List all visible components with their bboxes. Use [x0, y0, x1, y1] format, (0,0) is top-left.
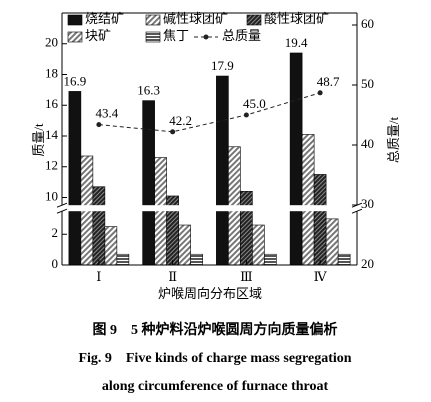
legend-label: 碱性球团矿 — [163, 11, 228, 26]
y-tick-label: 18 — [45, 65, 58, 80]
y-axis-label: 质量/t — [31, 123, 46, 157]
legend-swatch — [67, 14, 83, 26]
bar — [337, 253, 351, 266]
bar — [289, 52, 303, 266]
bar — [116, 253, 130, 266]
y-tick-label: 0 — [52, 256, 59, 271]
bar — [264, 253, 277, 266]
legend-label: 烧结矿 — [85, 11, 124, 26]
marker — [170, 129, 176, 135]
x-tick-label: Ⅱ — [168, 269, 177, 284]
bar — [252, 224, 265, 266]
marker — [96, 122, 102, 128]
data-label: 17.9 — [211, 58, 234, 73]
marker — [243, 112, 249, 118]
bar — [240, 191, 253, 266]
y-tick-label: 12 — [45, 158, 58, 173]
marker — [317, 90, 323, 96]
legend-label: 块矿 — [85, 28, 111, 43]
bar — [104, 226, 118, 266]
y2-tick-label: 30 — [361, 196, 374, 211]
y-tick-label: 20 — [45, 35, 58, 50]
axis-break — [56, 205, 363, 212]
bar — [301, 134, 315, 266]
bar — [313, 174, 327, 266]
bar — [92, 186, 106, 266]
x-axis-label: 炉喉周向分布区域 — [158, 286, 262, 301]
y-tick-label: 2 — [52, 225, 59, 240]
y2-axis-label: 总质量/t — [386, 117, 401, 164]
legend-label: 焦丁 — [163, 28, 189, 43]
y2-tick-label: 20 — [361, 256, 374, 271]
caption: along circumference of furnace throat — [102, 379, 329, 394]
y-tick-label: 16 — [45, 96, 59, 111]
legend-swatch — [67, 31, 83, 43]
bar — [154, 157, 167, 266]
y2-tick-label: 40 — [361, 136, 374, 151]
x-tick-label: Ⅲ — [240, 269, 253, 284]
bar — [68, 91, 82, 266]
legend-swatch — [145, 14, 161, 26]
bar — [216, 75, 229, 266]
y-tick-label: 14 — [45, 127, 59, 142]
data-label: 19.4 — [285, 35, 308, 50]
data-label: 45.0 — [243, 96, 266, 111]
data-label: 42.2 — [169, 113, 192, 128]
bar — [325, 218, 339, 266]
bar — [178, 224, 191, 266]
x-tick-label: Ⅰ — [96, 269, 101, 284]
bar — [190, 253, 203, 266]
caption: 图 9 5 种炉料沿炉喉圆周方向质量偏析 — [93, 321, 338, 338]
legend-label: 酸性球团矿 — [264, 11, 329, 26]
legend-label: 总质量 — [222, 28, 261, 43]
legend-swatch — [246, 14, 262, 26]
x-tick-label: Ⅳ — [314, 269, 328, 284]
data-label: 16.3 — [137, 83, 160, 98]
y2-tick-label: 50 — [361, 76, 374, 91]
data-label: 43.4 — [96, 106, 119, 121]
bar — [142, 100, 155, 266]
y2-tick-label: 60 — [361, 16, 374, 31]
data-label: 48.7 — [317, 74, 340, 89]
legend-swatch — [145, 31, 161, 43]
caption: Fig. 9 Five kinds of charge mass segrega… — [78, 351, 351, 366]
line — [98, 92, 321, 133]
y-tick-label: 10 — [45, 188, 58, 203]
data-label: 16.9 — [64, 73, 87, 88]
legend-marker — [203, 34, 209, 40]
